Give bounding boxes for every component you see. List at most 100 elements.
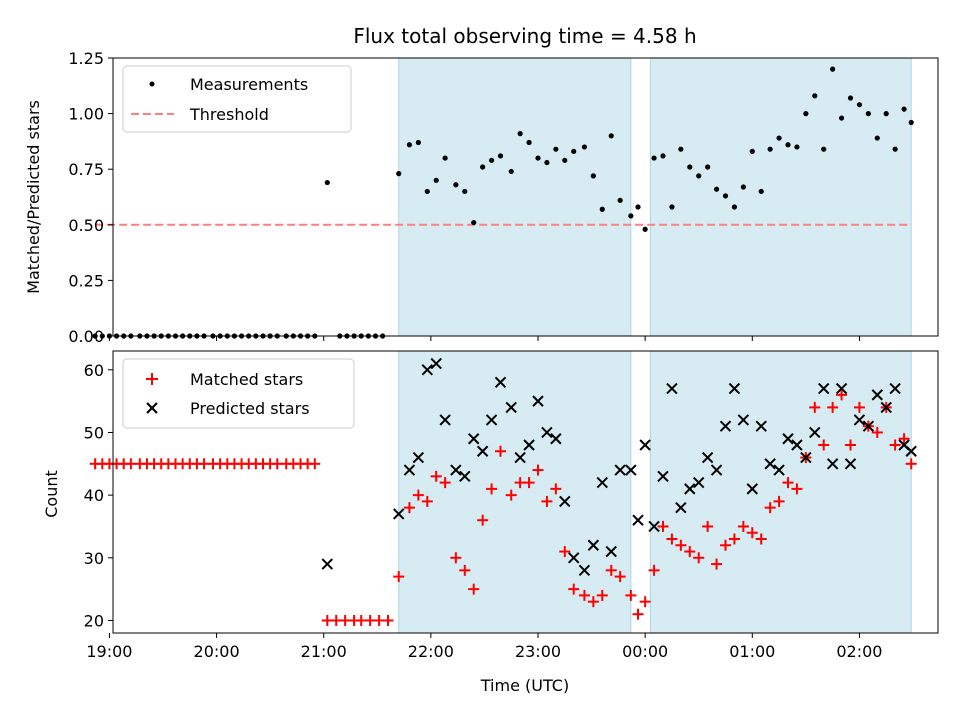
y-tick-label: 50 [84, 423, 104, 442]
measurement-point [628, 213, 634, 219]
legend-predicted-marker [146, 402, 158, 414]
measurement-point [749, 148, 755, 155]
measurement-point [908, 119, 914, 126]
bottom-y-ticks: 20 30 40 50 60 [84, 361, 113, 630]
predicted-star-point [403, 464, 416, 476]
measurement-point [794, 144, 800, 150]
measurement-point [660, 153, 666, 159]
y-tick-label: 40 [84, 486, 104, 505]
predicted-star-point [596, 476, 608, 489]
y-tick-label: 60 [84, 361, 104, 380]
measurement-point [617, 197, 623, 203]
legend-matched-marker [146, 373, 158, 385]
measurement-point [508, 168, 514, 175]
measurement-point [830, 66, 836, 72]
matched-star-point [450, 552, 462, 564]
predicted-star-point [430, 357, 442, 370]
predicted-star-point [578, 564, 591, 577]
matched-star-point [541, 495, 553, 507]
measurement-point [892, 146, 898, 152]
measurement-point [785, 142, 791, 148]
measurement-point [553, 146, 559, 152]
matched-star-point [791, 483, 803, 495]
y-tick-label: 0.00 [68, 327, 104, 346]
matched-star-point [746, 527, 758, 539]
matched-star-point [421, 495, 433, 507]
predicted-star-point [476, 445, 489, 457]
predicted-star-point [809, 426, 821, 439]
y-tick-label: 30 [84, 549, 104, 568]
matched-star-point [693, 552, 705, 564]
matched-star-point [755, 533, 767, 545]
predicted-star-point [393, 508, 405, 520]
predicted-star-point [710, 464, 723, 476]
measurement-point [740, 184, 746, 190]
measurement-point [678, 146, 684, 152]
matched-star-point [459, 564, 471, 576]
predicted-star-point [587, 539, 600, 551]
measurement-point [696, 173, 702, 179]
measurement-point [396, 171, 402, 177]
legend-measurement-marker [149, 81, 155, 87]
predicted-star-point [666, 382, 678, 395]
predicted-star-point [550, 433, 562, 445]
bottom-axes-frame [112, 350, 939, 634]
predicted-star-point [625, 464, 637, 476]
measurement-point [883, 111, 889, 117]
measurement-point [535, 155, 541, 161]
matched-star-point [430, 470, 442, 482]
legend-matched-label: Matched stars [190, 370, 303, 389]
matched-star-point [382, 614, 394, 626]
matched-star-point [905, 458, 917, 470]
bottom-legend: Matched stars Predicted stars [122, 358, 355, 429]
x-tick-label: 00:00 [622, 642, 668, 661]
matched-star-point [889, 439, 901, 451]
predicted-star-point [826, 458, 839, 470]
bottom-panel: 20 30 40 50 60 19:00 20:00 21:00 22:00 23:00 00:0… [42, 350, 939, 695]
predicted-star-point [728, 382, 741, 395]
predicted-star-point [657, 470, 669, 483]
chart-title: Flux total observing time = 4.58 h [353, 24, 696, 48]
matched-star-point [532, 464, 544, 476]
predicted-star-point [746, 483, 758, 495]
matched-star-point [711, 558, 723, 570]
measurement-point [590, 173, 596, 179]
matched-star-point [477, 514, 489, 526]
matched-star-point [559, 546, 571, 558]
measurement-point [544, 159, 550, 166]
predicted-star-point [439, 414, 451, 426]
predicted-star-point [459, 470, 471, 483]
predicted-star-point [568, 552, 580, 564]
measurement-point [453, 182, 459, 188]
top-x-ticks [108, 336, 860, 341]
predicted-star-point [605, 545, 617, 558]
matched-star-point [853, 401, 865, 413]
observing-window-2 [650, 57, 912, 337]
measurement-point [562, 157, 568, 163]
measurement-point [462, 188, 468, 195]
x-axis-label: Time (UTC) [480, 676, 569, 695]
y-tick-label: 0.75 [68, 160, 104, 179]
bottom-y-axis-label: Count [42, 470, 61, 518]
measurement-point [722, 193, 729, 199]
matched-star-point [439, 477, 451, 489]
y-tick-label: 0.25 [68, 271, 104, 290]
x-tick-label: 22:00 [408, 642, 454, 661]
measurement-point [821, 146, 827, 152]
matched-star-point [403, 502, 415, 514]
measurement-point [803, 111, 809, 117]
predicted-star-point [701, 451, 714, 464]
matched-star-point [657, 520, 669, 532]
matched-star-point [773, 495, 785, 507]
measurement-point [571, 148, 577, 155]
observing-window-1 [398, 57, 632, 337]
matched-star-point [764, 502, 776, 514]
observing-window-1 [398, 350, 632, 634]
measurement-point [669, 204, 675, 210]
matched-star-point [845, 439, 856, 451]
measurement-point [526, 139, 532, 146]
measurement-point [767, 146, 773, 152]
predicted-star-point [559, 495, 571, 508]
matched-star-point [702, 520, 714, 532]
